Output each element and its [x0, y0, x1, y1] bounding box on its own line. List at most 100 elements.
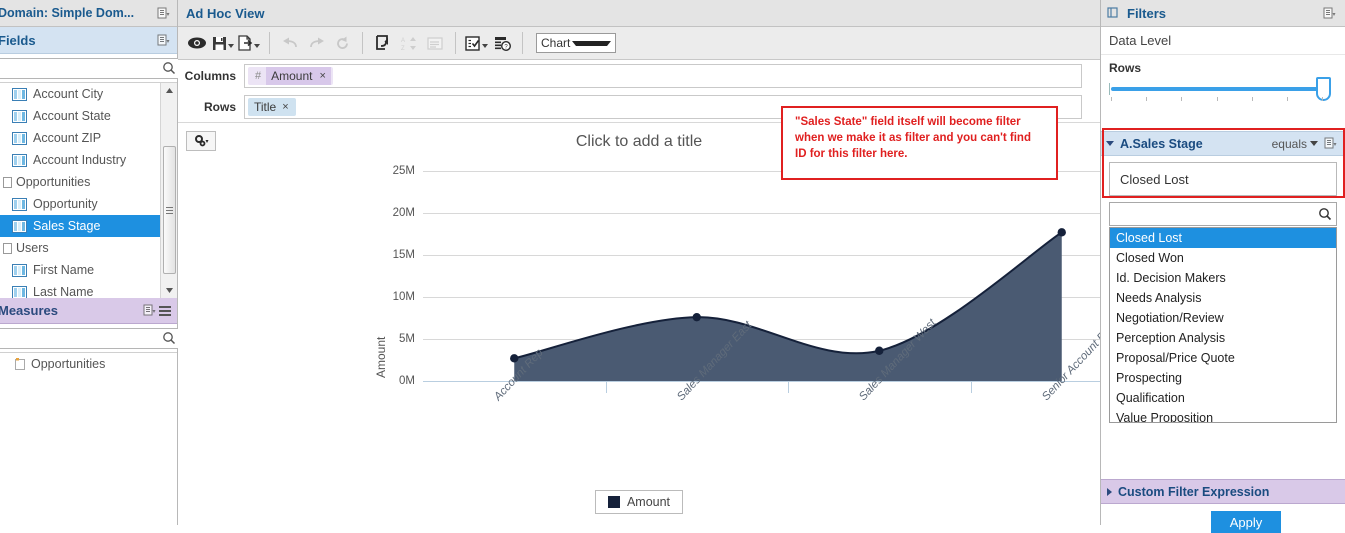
chip-label: Amount — [266, 66, 318, 85]
row-chip-title[interactable]: Title × — [248, 97, 296, 116]
chip-label: Title — [254, 99, 277, 114]
chevron-right-icon[interactable] — [1107, 487, 1112, 496]
scroll-down-icon[interactable] — [161, 283, 177, 298]
column-chip-amount[interactable]: # Amount × — [248, 66, 333, 85]
field-item-5[interactable]: Opportunity — [0, 193, 177, 215]
field-item-6[interactable]: Sales Stage — [0, 215, 177, 237]
custom-filter-expression-header[interactable]: Custom Filter Expression — [1101, 479, 1345, 504]
fields-search-row — [0, 54, 180, 83]
field-item-3[interactable]: Account Industry — [0, 149, 177, 171]
filters-menu-icon[interactable] — [1323, 7, 1336, 20]
fields-search-box[interactable] — [0, 57, 180, 79]
slider-handle[interactable] — [1316, 77, 1331, 101]
fields-list[interactable]: Account City Account State Account ZIP Acco… — [0, 83, 177, 298]
measures-list[interactable]: Opportunities — [0, 353, 177, 375]
chart-options-button[interactable] — [186, 131, 216, 151]
filter-operator[interactable]: equals — [1271, 136, 1307, 151]
save-icon[interactable] — [210, 31, 236, 56]
scrollbar-track[interactable] — [161, 98, 177, 283]
field-group-7[interactable]: Users — [0, 237, 177, 259]
fields-menu-icon[interactable] — [157, 34, 170, 47]
field-item-9[interactable]: Last Name — [0, 281, 177, 298]
filters-header: Filters — [1101, 0, 1345, 27]
panel-collapse-icon[interactable] — [1107, 6, 1120, 20]
filter-option-6[interactable]: Proposal/Price Quote — [1116, 351, 1235, 365]
chevron-down-icon[interactable] — [1310, 141, 1318, 146]
chart-plot: 0M 5M 10M 15M 20M 25M Account Rep Sales Manager… — [393, 165, 1153, 403]
measures-search-box[interactable] — [0, 327, 180, 349]
field-label: Users — [16, 241, 49, 255]
switch-group-icon[interactable] — [370, 31, 396, 56]
fields-scrollbar[interactable] — [160, 83, 177, 298]
field-group-4[interactable]: Opportunities — [0, 171, 177, 193]
measures-menu-icon[interactable] — [143, 304, 156, 317]
export-icon[interactable] — [236, 31, 262, 56]
filter-option-8[interactable]: Qualification — [1116, 391, 1185, 405]
measures-header: Measures — [0, 298, 177, 324]
table-icon[interactable] — [422, 31, 448, 56]
filter-option-7[interactable]: Prospecting — [1116, 371, 1183, 385]
field-label: Account ZIP — [33, 131, 102, 145]
chevron-down-icon[interactable] — [254, 43, 260, 48]
filter-option-0[interactable]: Closed Lost — [1110, 228, 1336, 248]
rows-slider[interactable] — [1109, 77, 1337, 103]
field-type-icon — [12, 131, 27, 145]
chevron-down-icon[interactable] — [481, 43, 488, 48]
chip-remove-icon[interactable]: × — [282, 100, 289, 113]
filter-menu-icon[interactable] — [1324, 137, 1337, 150]
slider-track[interactable] — [1111, 87, 1323, 91]
chevron-down-icon[interactable] — [228, 43, 234, 48]
filter-option-5[interactable]: Perception Analysis — [1116, 331, 1226, 345]
filter-options-dropdown[interactable]: Closed Lost Closed Won Id. Decision Makers… — [1109, 227, 1337, 423]
view-type-select[interactable]: Chart — [536, 33, 616, 53]
measures-search-input[interactable] — [3, 330, 162, 346]
filter-option-3[interactable]: Needs Analysis — [1116, 291, 1202, 305]
filter-search-input[interactable] — [1114, 206, 1318, 222]
field-item-1[interactable]: Account State — [0, 105, 177, 127]
left-panel: Domain: Simple Dom... Fields Account Cit… — [0, 0, 180, 525]
filter-search-box[interactable] — [1109, 202, 1337, 226]
y-axis-tick: 15M — [392, 249, 415, 261]
filter-option-4[interactable]: Negotiation/Review — [1116, 311, 1224, 325]
select-icon[interactable] — [463, 31, 489, 56]
filter-selected-value[interactable]: Closed Lost — [1109, 162, 1337, 196]
fields-search-input[interactable] — [3, 60, 162, 76]
field-label: Opportunity — [33, 197, 98, 211]
field-item-8[interactable]: First Name — [0, 259, 177, 281]
redo-icon[interactable] — [303, 31, 329, 56]
domain-menu-icon[interactable] — [157, 7, 170, 20]
filters-title: Filters — [1127, 5, 1167, 21]
toolbar-divider — [362, 32, 363, 54]
apply-button[interactable]: Apply — [1211, 511, 1281, 533]
field-item-2[interactable]: Account ZIP — [0, 127, 177, 149]
legend-swatch — [607, 496, 620, 508]
filter-option-1[interactable]: Closed Won — [1116, 251, 1184, 265]
measures-options-icon[interactable] — [159, 305, 171, 316]
undo-icon[interactable] — [277, 31, 303, 56]
rows-slider-label: Rows — [1109, 61, 1142, 75]
main-area: Ad Hoc View — [178, 0, 1153, 525]
measure-item-0[interactable]: Opportunities — [0, 353, 177, 375]
columns-dropzone[interactable]: # Amount × — [244, 63, 1082, 88]
view-title: Ad Hoc View — [186, 5, 265, 21]
scroll-up-icon[interactable] — [161, 83, 177, 98]
scrollbar-thumb[interactable] — [163, 146, 176, 274]
y-axis-tick: 25M — [392, 165, 415, 177]
help-icon[interactable]: ? — [489, 31, 515, 56]
chart-area: Click to add a title Amount 0M 5M 10M 15M 20… — [178, 122, 1153, 520]
eye-icon[interactable] — [184, 31, 210, 56]
field-item-0[interactable]: Account City — [0, 83, 177, 105]
filter-option-2[interactable]: Id. Decision Makers — [1116, 271, 1226, 285]
chip-remove-icon[interactable]: × — [317, 66, 331, 85]
chart-title-placeholder[interactable]: Click to add a title — [575, 133, 703, 150]
revert-icon[interactable] — [329, 31, 355, 56]
filter-header[interactable]: A.Sales Stage equals — [1101, 131, 1345, 156]
legend-entry-amount[interactable]: Amount — [594, 490, 684, 514]
filter-option-9[interactable]: Value Proposition — [1116, 411, 1214, 423]
field-label: Opportunities — [16, 175, 91, 189]
chevron-down-icon[interactable] — [1106, 140, 1114, 150]
field-label: Account State — [33, 109, 111, 123]
view-type-value: Chart — [541, 36, 571, 50]
